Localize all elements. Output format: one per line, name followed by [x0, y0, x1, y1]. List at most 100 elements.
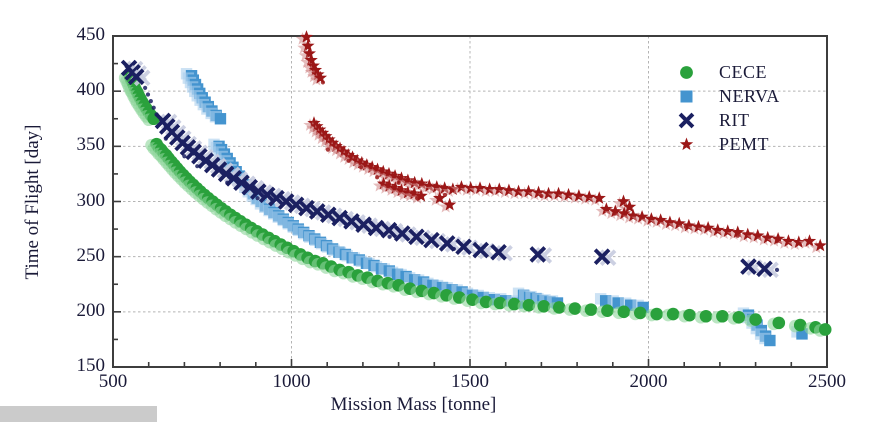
- data-speck-pemt: [325, 147, 331, 152]
- data-point-echo-pemt: [588, 193, 602, 206]
- y-tick-label: 300: [76, 189, 106, 211]
- data-point-pemt: [582, 190, 596, 203]
- data-speck-rit: [451, 246, 457, 252]
- data-point-echo-pemt: [450, 182, 465, 195]
- data-point-pemt: [592, 191, 606, 204]
- data-speck-pemt: [539, 193, 544, 199]
- y-tick-label: 450: [76, 24, 106, 45]
- data-point-pemt: [792, 235, 806, 248]
- data-point-rit: [472, 241, 489, 259]
- data-speck-rit: [255, 196, 260, 201]
- data-point-pemt: [313, 122, 327, 136]
- data-point-pemt: [691, 219, 706, 233]
- data-point-cece: [633, 306, 647, 320]
- data-point-pemt: [310, 119, 324, 133]
- data-point-echo-pemt: [372, 166, 386, 180]
- data-point-pemt: [635, 209, 649, 223]
- data-point-cece: [552, 301, 566, 314]
- data-point-pemt: [561, 187, 576, 201]
- data-point-pemt: [551, 186, 566, 200]
- data-point-pemt: [370, 162, 385, 176]
- plot-frame: [112, 35, 828, 368]
- data-speck-pemt: [735, 233, 740, 238]
- data-point-echo-pemt: [397, 187, 411, 201]
- data-speck-pemt: [774, 239, 780, 244]
- data-point-echo-pemt: [361, 162, 375, 175]
- data-point-cece: [537, 300, 551, 313]
- data-point-cece: [601, 304, 614, 318]
- data-point-pemt: [299, 30, 314, 43]
- data-point-pemt: [407, 186, 421, 200]
- data-point-pemt: [422, 179, 436, 192]
- data-point-pemt: [492, 182, 506, 196]
- data-point-pemt: [313, 70, 328, 84]
- data-point-pemt: [464, 181, 478, 194]
- data-point-pemt: [308, 63, 323, 76]
- data-point-echo-pemt: [306, 121, 320, 135]
- data-point-echo-pemt: [469, 183, 483, 196]
- data-point-echo-pemt: [707, 225, 721, 238]
- data-point-rit: [740, 258, 757, 275]
- data-point-echo-pemt: [717, 226, 731, 239]
- data-point-pemt: [360, 158, 374, 171]
- data-point-pemt: [682, 218, 696, 232]
- data-point-echo-pemt: [411, 178, 425, 192]
- data-point-pemt: [401, 185, 415, 199]
- data-speck-rit: [182, 154, 187, 159]
- data-speck-rit: [154, 112, 159, 117]
- x-axis-title: Mission Mass [tonne]: [330, 394, 497, 415]
- data-point-pemt: [394, 183, 409, 197]
- data-point-echo-pemt: [659, 217, 673, 231]
- data-point-cece: [716, 309, 729, 323]
- data-point-pemt: [616, 194, 631, 208]
- data-speck-rit: [195, 164, 200, 169]
- data-point-echo-pemt: [390, 185, 405, 199]
- data-point-pemt: [644, 212, 659, 225]
- data-point-rit: [355, 216, 372, 233]
- x-tick-label: 1500: [451, 371, 489, 392]
- data-point-pemt: [382, 166, 396, 180]
- data-point-echo-pemt: [384, 183, 399, 196]
- data-point-pemt: [781, 234, 796, 247]
- data-point-echo-pemt: [557, 189, 572, 203]
- data-point-pemt: [721, 224, 735, 237]
- data-point-echo-pemt: [333, 146, 347, 160]
- data-point-echo-pemt: [568, 190, 582, 204]
- data-point-echo-pemt: [325, 141, 339, 154]
- data-point-echo-pemt: [434, 183, 448, 196]
- data-point-cece: [584, 303, 598, 316]
- data-speck-pemt: [346, 158, 351, 163]
- data-point-pemt: [731, 225, 745, 239]
- data-point-echo-pemt: [295, 32, 310, 45]
- data-point-pemt: [365, 160, 379, 173]
- data-point-echo-pemt: [517, 186, 532, 200]
- data-point-cece: [522, 298, 536, 312]
- data-point-rit: [225, 170, 242, 187]
- data-speck-pemt: [359, 165, 364, 170]
- data-point-rit: [233, 174, 250, 192]
- data-point-rit: [490, 243, 507, 261]
- data-point-pemt: [315, 126, 330, 139]
- y-tick-label: 150: [76, 355, 106, 376]
- nerva-square-icon: [680, 90, 693, 102]
- data-point-cece: [507, 297, 521, 311]
- data-point-pemt: [414, 188, 428, 202]
- data-point-pemt: [672, 216, 686, 230]
- x-tick-label: 1000: [272, 371, 311, 392]
- data-point-echo-pemt: [297, 40, 311, 54]
- data-point-echo-pemt: [426, 182, 440, 195]
- data-speck-pemt: [396, 180, 401, 185]
- data-point-pemt: [433, 191, 447, 204]
- data-point-pemt: [711, 223, 725, 236]
- data-point-echo-pemt: [300, 55, 314, 68]
- y-tick-label: 400: [76, 79, 106, 101]
- data-point-echo-pemt: [403, 188, 417, 202]
- watermark-badge: [0, 406, 157, 422]
- data-point-pemt: [345, 150, 360, 164]
- data-point-rit: [241, 178, 259, 196]
- y-tick-label: 350: [76, 134, 106, 156]
- legend-item-rit: RIT: [678, 108, 780, 132]
- data-point-pemt: [622, 200, 637, 213]
- data-point-pemt: [761, 230, 775, 244]
